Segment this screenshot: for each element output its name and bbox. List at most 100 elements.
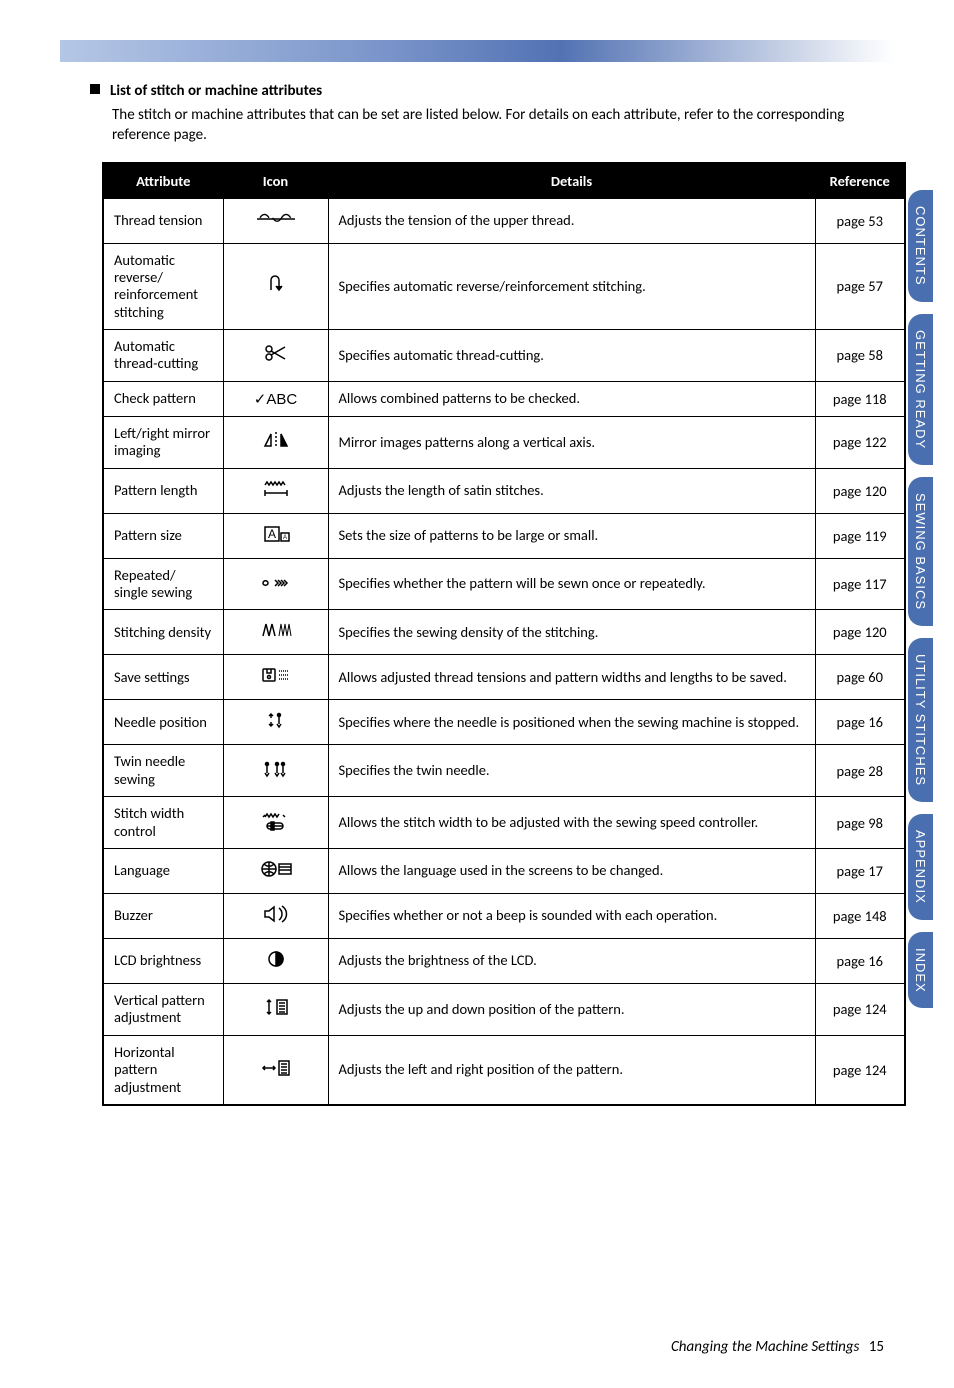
table-row: Horizontal pattern adjustment Adjusts th…	[103, 1035, 905, 1105]
col-header-reference: Reference	[815, 163, 905, 199]
cell-icon: AA	[223, 513, 328, 558]
col-header-attribute: Attribute	[103, 163, 223, 199]
cell-attribute: LCD brightness	[103, 938, 223, 983]
side-tab[interactable]: INDEX	[908, 932, 933, 1009]
cell-icon	[223, 797, 328, 849]
cell-icon	[223, 655, 328, 700]
section-title: List of stitch or machine attributes	[90, 82, 894, 100]
check-abc-icon: ✓ABC	[254, 390, 297, 408]
cell-details: Allows the stitch width to be adjusted w…	[328, 797, 815, 849]
cell-attribute: Thread tension	[103, 198, 223, 243]
cell-reference: page 124	[815, 1035, 905, 1105]
table-row: Language Allows the language used in the…	[103, 848, 905, 893]
cell-attribute: Automatic thread-cutting	[103, 330, 223, 382]
cell-reference: page 122	[815, 416, 905, 468]
attributes-table: Attribute Icon Details Reference Thread …	[102, 162, 906, 1106]
table-row: Stitch width control Allows the stitch w…	[103, 797, 905, 849]
v-adjust-icon	[251, 1005, 301, 1023]
table-row: Vertical pattern adjustment Adjusts the …	[103, 983, 905, 1035]
cell-reference: page 148	[815, 893, 905, 938]
cell-details: Allows the language used in the screens …	[328, 848, 815, 893]
cell-details: Specifies where the needle is positioned…	[328, 700, 815, 745]
density-icon	[251, 628, 301, 646]
side-tab[interactable]: UTILITY STITCHES	[908, 638, 933, 802]
table-row: Repeated/single sewing Specifies whether…	[103, 558, 905, 610]
side-tabs: CONTENTS GETTING READY SEWING BASICS UTILIT…	[908, 190, 936, 1020]
table-row: LCD brightness Adjusts the brightness of…	[103, 938, 905, 983]
cell-reference: page 17	[815, 848, 905, 893]
cell-reference: page 117	[815, 558, 905, 610]
cell-details: Allows adjusted thread tensions and patt…	[328, 655, 815, 700]
cell-details: Specifies whether or not a beep is sound…	[328, 893, 815, 938]
table-row: Stitching density Specifies the sewing d…	[103, 610, 905, 655]
table-row: Needle position Specifies where the need…	[103, 700, 905, 745]
bullet-icon	[90, 84, 100, 94]
save-icon	[251, 673, 301, 691]
footer-title: Changing the Machine Settings	[671, 1338, 859, 1356]
table-row: Twin needle sewing Specifies the twin ne…	[103, 745, 905, 797]
cell-icon	[223, 330, 328, 382]
repeat-icon	[251, 580, 301, 598]
cell-details: Specifies the sewing density of the stit…	[328, 610, 815, 655]
cell-attribute: Buzzer	[103, 893, 223, 938]
cell-attribute: Pattern length	[103, 468, 223, 513]
cell-reference: page 60	[815, 655, 905, 700]
h-adjust-icon	[251, 1066, 301, 1084]
cell-attribute: Stitch width control	[103, 797, 223, 849]
cell-icon	[223, 1035, 328, 1105]
cell-icon	[223, 416, 328, 468]
cell-icon	[223, 198, 328, 243]
cell-details: Adjusts the up and down position of the …	[328, 983, 815, 1035]
svg-text:A: A	[283, 535, 287, 541]
cell-reference: page 16	[815, 700, 905, 745]
needle-pos-icon	[251, 718, 301, 736]
table-row: Save settings Allows adjusted thread ten…	[103, 655, 905, 700]
cell-attribute: Stitching density	[103, 610, 223, 655]
table-row: Left/right mirror imaging Mirror images …	[103, 416, 905, 468]
cell-icon	[223, 848, 328, 893]
cell-attribute: Automatic reverse/reinforcement stitchin…	[103, 243, 223, 330]
side-tab[interactable]: CONTENTS	[908, 190, 933, 302]
cell-attribute: Check pattern	[103, 381, 223, 416]
table-row: Check pattern ✓ABC Allows combined patte…	[103, 381, 905, 416]
cell-details: Sets the size of patterns to be large or…	[328, 513, 815, 558]
table-row: Automatic thread-cutting Specifies autom…	[103, 330, 905, 382]
cell-attribute: Pattern size	[103, 513, 223, 558]
cell-attribute: Repeated/single sewing	[103, 558, 223, 610]
scissors-icon	[251, 351, 301, 369]
mirror-icon	[251, 438, 301, 456]
twin-icon	[251, 767, 301, 785]
cell-details: Adjusts the length of satin stitches.	[328, 468, 815, 513]
side-tab[interactable]: GETTING READY	[908, 314, 933, 465]
cell-details: Allows combined patterns to be checked.	[328, 381, 815, 416]
cell-reference: page 57	[815, 243, 905, 330]
cell-details: Specifies the twin needle.	[328, 745, 815, 797]
table-row: Thread tension Adjusts the tension of th…	[103, 198, 905, 243]
side-tab[interactable]: APPENDIX	[908, 814, 933, 920]
cell-attribute: Language	[103, 848, 223, 893]
intro-text: The stitch or machine attributes that ca…	[112, 105, 894, 146]
cell-attribute: Horizontal pattern adjustment	[103, 1035, 223, 1105]
cell-icon	[223, 745, 328, 797]
side-tab[interactable]: SEWING BASICS	[908, 477, 933, 626]
cell-reference: page 28	[815, 745, 905, 797]
page-number: 15	[869, 1338, 884, 1356]
cell-details: Mirror images patterns along a vertical …	[328, 416, 815, 468]
length-icon	[251, 487, 301, 505]
col-header-icon: Icon	[223, 163, 328, 199]
cell-details: Adjusts the brightness of the LCD.	[328, 938, 815, 983]
cell-icon	[223, 468, 328, 513]
cell-icon	[223, 938, 328, 983]
table-row: Pattern length Adjusts the length of sat…	[103, 468, 905, 513]
size-icon: AA	[251, 532, 301, 550]
cell-details: Adjusts the tension of the upper thread.	[328, 198, 815, 243]
svg-text:A: A	[268, 527, 276, 541]
cell-reference: page 16	[815, 938, 905, 983]
table-row: Buzzer Specifies whether or not a beep i…	[103, 893, 905, 938]
header-gradient	[60, 40, 894, 62]
section-title-text: List of stitch or machine attributes	[110, 82, 322, 100]
col-header-details: Details	[328, 163, 815, 199]
cell-reference: page 118	[815, 381, 905, 416]
cell-details: Specifies automatic thread-cutting.	[328, 330, 815, 382]
cell-reference: page 58	[815, 330, 905, 382]
